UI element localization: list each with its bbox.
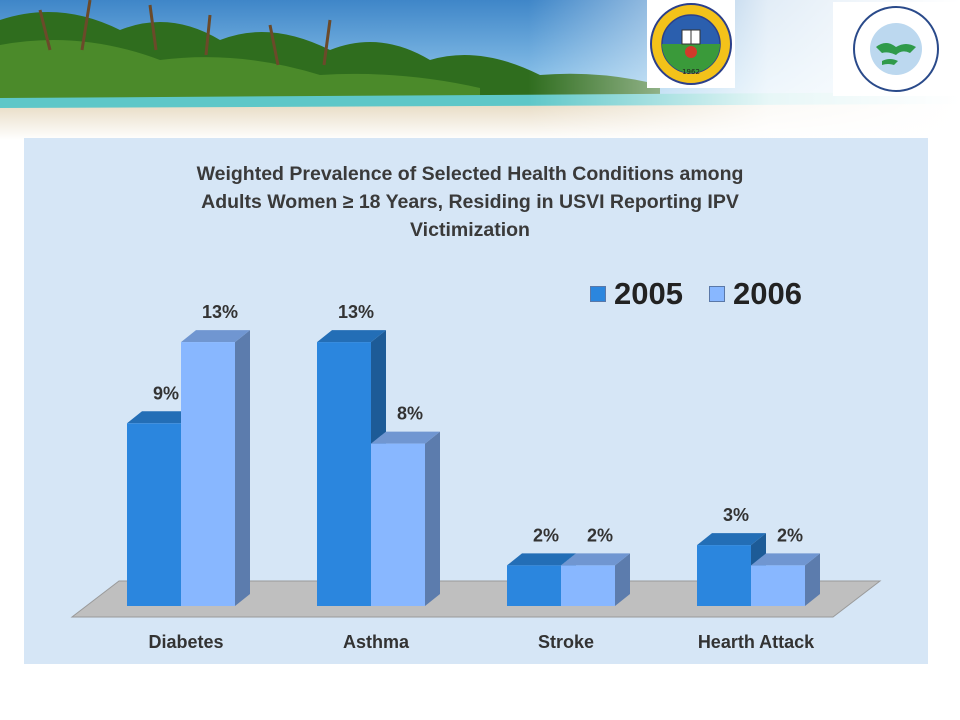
bar-top-2006-Stroke xyxy=(561,553,630,566)
category-label-Stroke: Stroke xyxy=(538,632,594,652)
bar-2006-Stroke xyxy=(561,565,615,606)
beach-image xyxy=(0,0,960,140)
legend-swatch-2005 xyxy=(590,286,606,302)
legend-swatch-2006 xyxy=(708,286,725,302)
data-label-2006-Hearth Attack: 2% xyxy=(777,525,803,545)
chart-title-line: Victimization xyxy=(410,219,530,241)
data-label-2005-Asthma: 13% xyxy=(338,302,374,322)
legend-item-2005: 2005 xyxy=(590,276,683,312)
category-label-Diabetes: Diabetes xyxy=(148,632,223,652)
bar-top-2005-Diabetes xyxy=(127,411,196,424)
data-label-2006-Diabetes: 13% xyxy=(202,302,238,322)
bar-2005-Asthma xyxy=(317,342,371,606)
chart-title-line: Weighted Prevalence of Selected Health C… xyxy=(196,163,744,185)
uvi-seal-logo: 1962 xyxy=(647,0,735,88)
bar-side-2006-Diabetes xyxy=(235,330,250,606)
legend-label-2005: 2005 xyxy=(614,276,683,311)
data-label-2005-Diabetes: 9% xyxy=(153,383,179,403)
chart-floor xyxy=(70,580,882,618)
bar-2006-Diabetes xyxy=(181,342,235,606)
bar-top-2005-Stroke xyxy=(507,553,576,566)
bar-top-2005-Hearth Attack xyxy=(697,533,766,546)
data-label-2005-Stroke: 2% xyxy=(533,525,559,545)
chart-legend: 2005 2006 xyxy=(590,276,828,312)
bar-2005-Hearth Attack xyxy=(697,545,751,606)
category-label-Hearth Attack: Hearth Attack xyxy=(698,632,815,652)
data-label-2006-Stroke: 2% xyxy=(587,525,613,545)
bar-2006-Asthma xyxy=(371,443,425,606)
legend-label-2006: 2006 xyxy=(732,276,802,311)
chart-title-line: Adults Women ≥ 18 Years, Residing in USV… xyxy=(201,191,739,213)
bar-top-2006-Asthma xyxy=(371,431,440,444)
bar-side-2006-Stroke xyxy=(615,553,630,606)
beach-banner xyxy=(0,0,960,140)
chart-title: Weighted Prevalence of Selected Health C… xyxy=(40,160,900,244)
data-label-2006-Asthma: 8% xyxy=(397,404,423,424)
bar-side-2006-Hearth Attack xyxy=(805,553,820,606)
bar-2006-Hearth Attack xyxy=(751,565,805,606)
svg-text:1962: 1962 xyxy=(682,68,700,76)
bar-side-2006-Asthma xyxy=(425,431,440,606)
bar-2005-Diabetes xyxy=(127,423,181,606)
category-label-Asthma: Asthma xyxy=(343,632,410,652)
bar-2005-Stroke xyxy=(507,565,561,606)
bar-top-2006-Hearth Attack xyxy=(751,553,820,566)
bar-top-2006-Diabetes xyxy=(181,330,250,343)
research-center-logo xyxy=(833,2,959,96)
data-label-2005-Hearth Attack: 3% xyxy=(723,505,749,525)
legend-item-2006: 2006 xyxy=(708,276,802,312)
bar-top-2005-Asthma xyxy=(317,330,386,343)
